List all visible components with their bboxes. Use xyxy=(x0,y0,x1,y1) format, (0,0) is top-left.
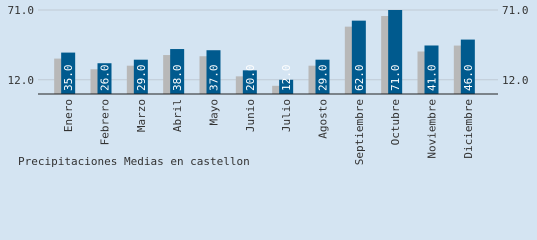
x-tick-label: Diciembre xyxy=(462,99,475,159)
bar xyxy=(133,59,148,94)
x-tick-label: Septiembre xyxy=(353,99,366,165)
y-tick-label: 71.0 xyxy=(8,4,35,17)
background xyxy=(0,0,537,174)
value-label: 46.0 xyxy=(462,65,475,92)
bar xyxy=(61,52,76,94)
value-label: 41.0 xyxy=(426,65,439,92)
value-label: 62.0 xyxy=(353,65,366,92)
bar xyxy=(351,20,366,94)
x-tick-label: Febrero xyxy=(99,99,112,145)
bar xyxy=(279,79,294,94)
bar xyxy=(242,70,257,94)
value-label: 29.0 xyxy=(135,65,148,92)
x-tick-label: Marzo xyxy=(135,99,148,132)
value-label: 26.0 xyxy=(99,65,112,92)
x-tick-label: Junio xyxy=(244,99,257,132)
chart-title: Precipitaciones Medias en castellon xyxy=(18,155,250,168)
x-tick-label: Octubre xyxy=(389,99,402,145)
value-label: 20.0 xyxy=(244,65,257,92)
y-tick-label: 12.0 xyxy=(8,74,35,87)
bar xyxy=(388,10,403,94)
chart: Precipitaciones Medias en castellon 12.0… xyxy=(0,0,537,174)
bar xyxy=(424,45,439,94)
value-label: 35.0 xyxy=(62,65,75,92)
bar xyxy=(315,59,330,94)
value-label: 37.0 xyxy=(208,65,221,92)
x-tick-label: Abril xyxy=(171,99,184,132)
bar xyxy=(206,50,221,94)
x-tick-label: Mayo xyxy=(208,99,221,126)
value-label: 71.0 xyxy=(389,65,402,92)
bar xyxy=(170,49,185,94)
value-label: 38.0 xyxy=(171,65,184,92)
x-tick-label: Noviembre xyxy=(426,99,439,159)
y-tick-label-right: 71.0 xyxy=(502,4,529,17)
x-tick-label: Agosto xyxy=(317,99,330,139)
y-tick-label-right: 12.0 xyxy=(502,74,529,87)
value-label: 12.0 xyxy=(280,65,293,92)
bar xyxy=(97,63,112,94)
x-tick-label: Julio xyxy=(280,99,293,132)
x-tick-label: Enero xyxy=(62,99,75,132)
value-label: 29.0 xyxy=(317,65,330,92)
bar xyxy=(460,39,475,94)
